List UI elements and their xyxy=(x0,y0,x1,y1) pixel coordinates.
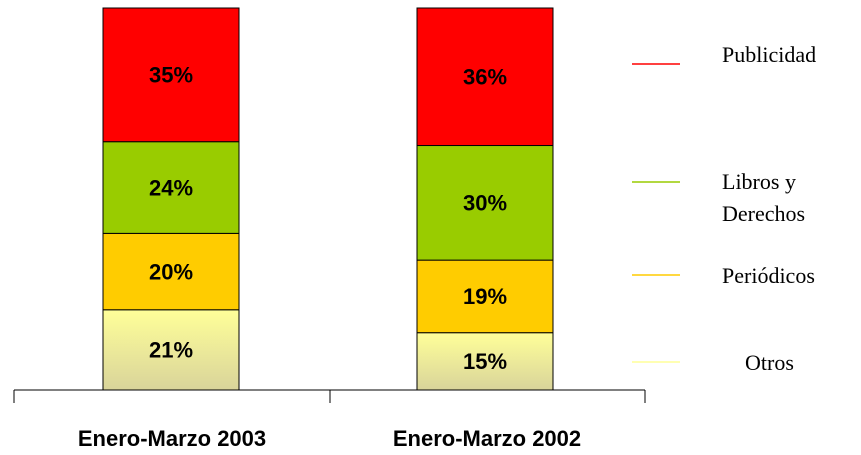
value-label: 20% xyxy=(149,259,193,284)
bar-segment xyxy=(416,145,554,261)
legend-label: Periódicos xyxy=(722,263,815,288)
value-label: 36% xyxy=(463,65,507,90)
value-label: 35% xyxy=(149,63,193,88)
bar-segment xyxy=(102,7,240,143)
value-label: 19% xyxy=(463,284,507,309)
legend-label: Publicidad xyxy=(722,42,817,67)
bar-segment xyxy=(102,309,240,391)
legend-label: Libros y Derechos xyxy=(722,169,806,226)
x-tick-label: Enero-Marzo 2003 xyxy=(78,426,266,451)
legend-label: Otros xyxy=(745,350,794,375)
value-label: 15% xyxy=(463,349,507,374)
bar-segment xyxy=(102,141,240,234)
value-label: 30% xyxy=(463,191,507,216)
bar-segment xyxy=(416,7,554,147)
x-tick-label: Enero-Marzo 2002 xyxy=(393,426,581,451)
bar-segment xyxy=(416,259,554,334)
value-label: 21% xyxy=(149,338,193,363)
value-label: 24% xyxy=(149,175,193,200)
